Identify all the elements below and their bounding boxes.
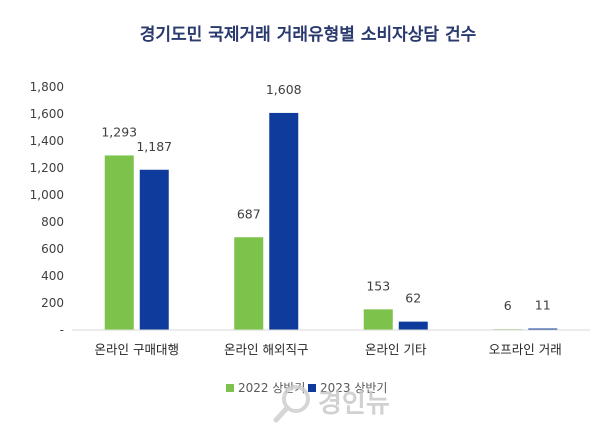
data-label: 62 <box>405 291 421 306</box>
data-label: 1,293 <box>101 124 137 139</box>
data-label: 11 <box>535 298 551 313</box>
y-axis: - 200 400 600 800 1,000 1,200 1,400 1,600 1,800 <box>30 80 64 337</box>
data-label: 153 <box>366 278 390 293</box>
y-tick-label: 200 <box>41 296 64 310</box>
legend-label: 2023 상반기 <box>320 381 387 395</box>
data-label: 6 <box>504 298 512 313</box>
x-axis: 온라인 구매대행 온라인 해외직구 온라인 기타 오프라인 거래 <box>72 329 590 357</box>
category-label: 온라인 구매대행 <box>95 342 179 357</box>
data-label: 687 <box>237 206 261 221</box>
bars <box>104 112 558 330</box>
bar-2-1 <box>139 169 169 330</box>
category-label: 온라인 해외직구 <box>224 342 308 357</box>
y-tick-label: 800 <box>41 215 64 229</box>
watermark: 경인뉴 <box>273 385 390 423</box>
y-tick-label: 1,600 <box>30 107 64 121</box>
category-label: 오프라인 거래 <box>489 342 562 357</box>
y-tick-label: 1,800 <box>30 80 64 94</box>
chart-title: 경기도민 국제거래 거래유형별 소비자상담 건수 <box>140 24 477 45</box>
bar-2-2 <box>269 112 299 330</box>
legend-swatch <box>226 384 234 392</box>
magnifier-logo-icon <box>273 385 310 423</box>
category-label: 온라인 기타 <box>365 342 427 357</box>
y-tick-label: - <box>60 323 64 337</box>
y-tick-label: 1,400 <box>30 134 64 148</box>
bar-2-4 <box>528 328 558 330</box>
data-label: 1,608 <box>266 82 302 97</box>
bar-1-3 <box>363 309 393 330</box>
y-tick-label: 400 <box>41 269 64 283</box>
y-tick-label: 1,200 <box>30 161 64 175</box>
watermark-text: 경인뉴 <box>318 389 390 419</box>
bar-2-3 <box>398 321 428 330</box>
data-label: 1,187 <box>136 139 172 154</box>
y-tick-label: 600 <box>41 242 64 256</box>
y-tick-label: 1,000 <box>30 188 64 202</box>
legend-swatch <box>308 384 316 392</box>
bar-1-2 <box>234 237 264 330</box>
bar-1-1 <box>104 155 134 330</box>
